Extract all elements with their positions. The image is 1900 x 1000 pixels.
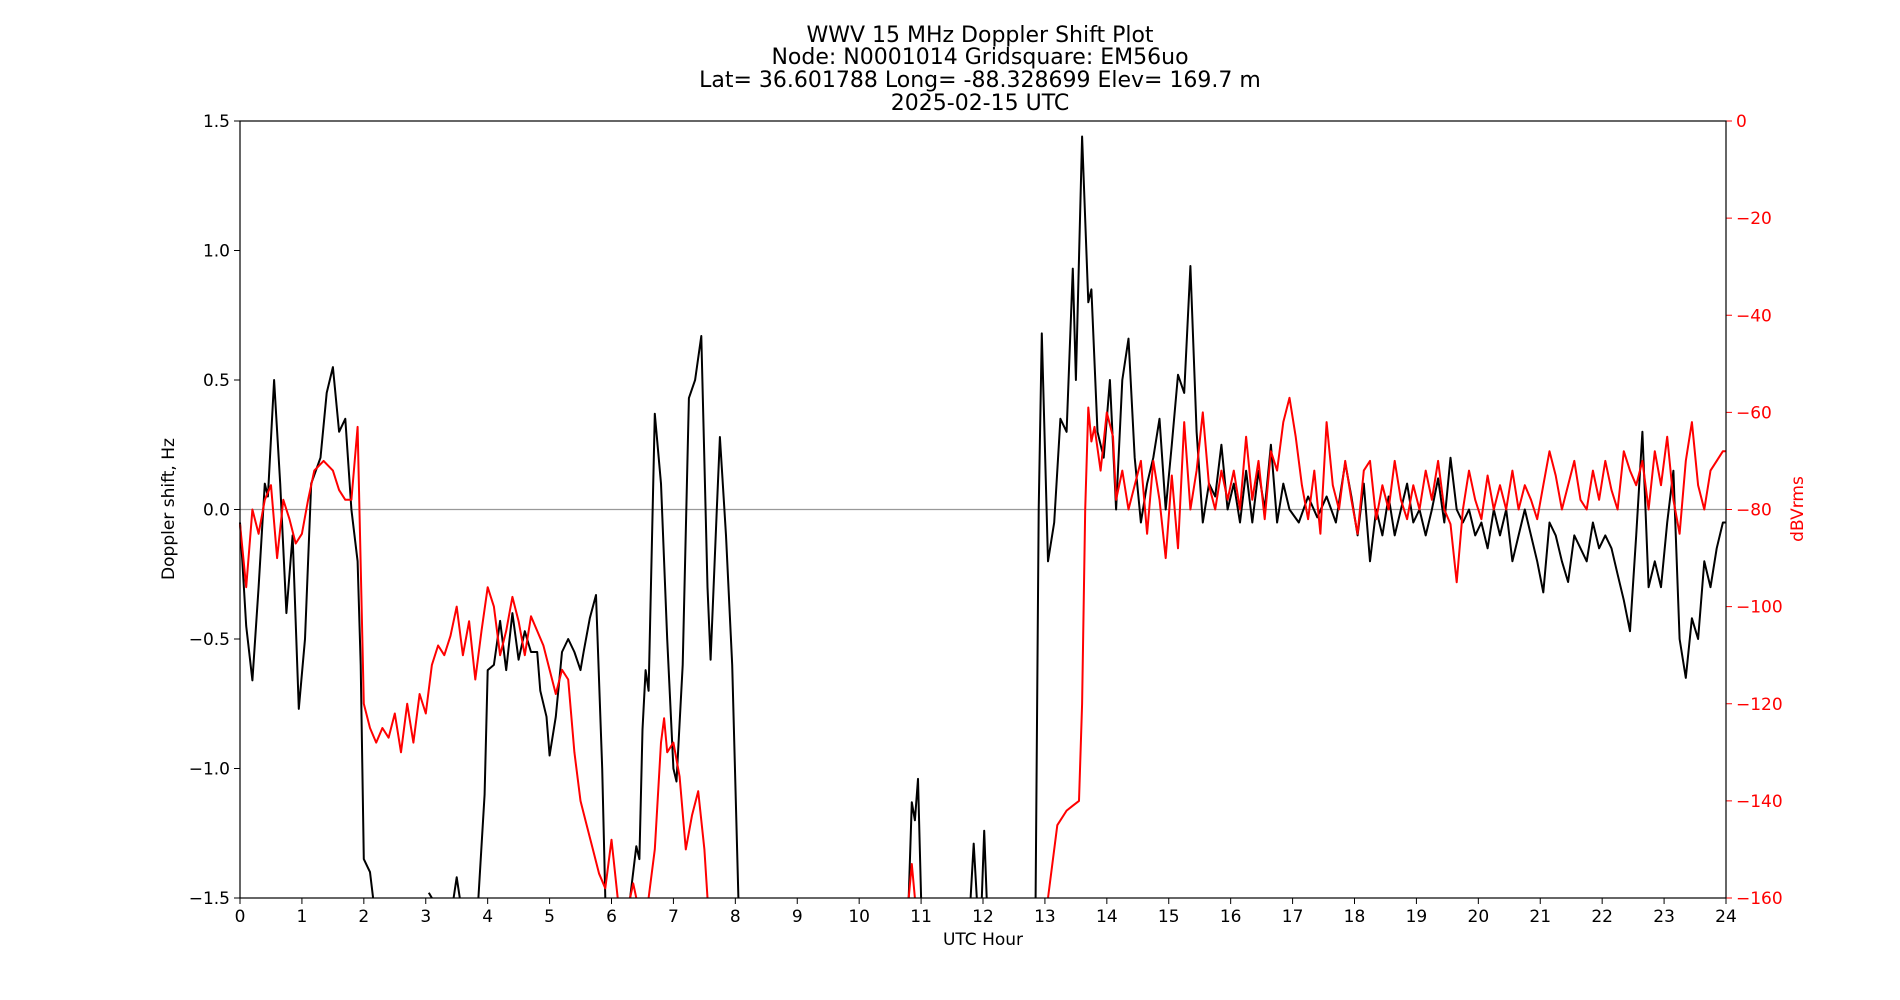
doppler-line-segment-7 [980,829,988,899]
y-right-tick-label: −160 [1736,889,1783,909]
x-tick-label: 16 [1220,907,1242,927]
title-line-1: WWV 15 MHz Doppler Shift Plot [806,23,1153,48]
doppler-line-segment-0 [239,366,375,899]
x-tick-label: 13 [1034,907,1056,927]
doppler-line-segment-6 [969,842,978,899]
y-right-tick-label: −80 [1736,501,1772,521]
x-tick-label: 10 [848,907,870,927]
y-right-tick-label: −100 [1736,598,1783,618]
x-tick-label: 24 [1715,907,1737,927]
x-tick-label: 14 [1096,907,1118,927]
x-tick-label: 15 [1158,907,1180,927]
doppler-line-segment-5 [907,777,923,899]
x-tick-label: 20 [1468,907,1490,927]
plot-frame [239,120,1727,899]
chart-title: WWV 15 MHz Doppler Shift Plot Node: N000… [699,23,1261,116]
y-left-tick-label: −1.5 [189,889,230,909]
doppler-series [239,135,1726,899]
y-right-tick-label: −120 [1736,695,1783,715]
x-tick-label: 6 [606,907,617,927]
power-line-segment-3 [907,863,916,899]
axis-ticks: 0 1 2 3 4 5 6 7 8 9 10 11 12 13 14 15 16 17 18 19 20 21 22 23 24… [189,112,1783,927]
x-tick-label: 9 [792,907,803,927]
y-axis-label-left: Doppler shift, Hz [159,438,179,580]
x-tick-label: 4 [482,907,493,927]
x-tick-label: 3 [420,907,431,927]
x-tick-label: 23 [1653,907,1675,927]
x-tick-label: 21 [1529,907,1551,927]
x-tick-label: 8 [730,907,741,927]
y-left-tick-label: 0.0 [203,501,230,521]
x-tick-label: 18 [1344,907,1366,927]
y-right-tick-label: −60 [1736,403,1772,423]
power-line-segment-2 [647,717,709,899]
doppler-line-segment-4 [629,335,740,899]
x-tick-label: 11 [910,907,932,927]
y-right-tick-label: −40 [1736,306,1772,326]
y-axis-label-right: dBVrms [1788,476,1808,542]
title-line-2: Node: N0001014 Gridsquare: EM56uo [771,45,1188,70]
doppler-line-segment-1 [427,892,433,899]
power-series [239,396,1726,899]
y-left-tick-label: 1.5 [203,112,230,132]
x-tick-label: 1 [297,907,308,927]
power-line-segment-1 [629,882,638,899]
x-tick-label: 7 [668,907,679,927]
power-line-segment-4 [1047,396,1726,899]
x-tick-label: 2 [358,907,369,927]
x-tick-label: 17 [1282,907,1304,927]
plot-area [239,135,1726,899]
y-right-tick-label: −140 [1736,792,1783,812]
title-line-4: 2025-02-15 UTC [891,91,1069,116]
doppler-line-segment-2 [452,876,461,899]
x-tick-label: 5 [544,907,555,927]
y-right-tick-label: −20 [1736,209,1772,229]
y-left-tick-label: −0.5 [189,630,230,650]
x-tick-label: 19 [1406,907,1428,927]
title-line-3: Lat= 36.601788 Long= -88.328699 Elev= 16… [699,68,1261,93]
x-axis-label: UTC Hour [943,930,1023,950]
doppler-line-segment-3 [477,594,607,899]
y-right-tick-label: 0 [1736,112,1747,132]
y-left-tick-label: −1.0 [189,760,230,780]
x-tick-label: 22 [1591,907,1613,927]
power-line-segment-0 [239,425,619,899]
y-left-tick-label: 1.0 [203,242,230,262]
x-tick-label: 0 [235,907,246,927]
x-tick-label: 12 [972,907,994,927]
doppler-line-segment-8 [1034,135,1726,899]
y-left-tick-label: 0.5 [203,371,230,391]
